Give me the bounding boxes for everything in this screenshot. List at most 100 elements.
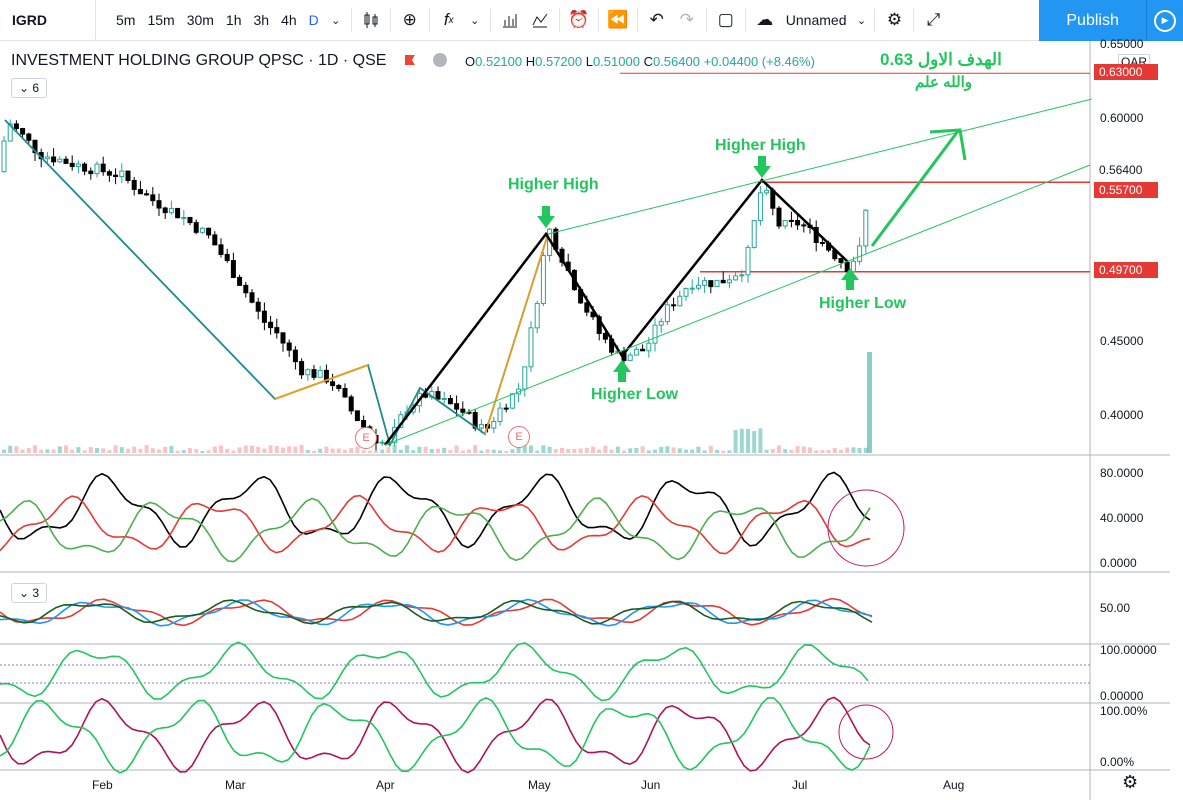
alarm-icon[interactable]: ⏰ <box>568 10 590 29</box>
interval-1h[interactable]: 1h <box>225 12 242 28</box>
candle-body <box>646 342 652 352</box>
volume-bar <box>671 447 676 453</box>
rewind-icon[interactable]: ⏪ <box>607 10 629 29</box>
volume-bar <box>839 449 843 453</box>
chevron-down-icon[interactable]: ⌄ <box>856 14 867 27</box>
interval-30m[interactable]: 30m <box>186 12 214 28</box>
candle-body <box>323 369 329 383</box>
candle-body <box>342 387 348 398</box>
cloud-icon[interactable]: ☁ <box>756 10 774 29</box>
volume-bar <box>194 449 199 453</box>
osc1-axis-label: 80.0000 <box>1100 466 1144 480</box>
volume-bar <box>820 450 825 453</box>
volume-bar <box>330 448 335 453</box>
earnings-badge[interactable]: E <box>508 426 530 448</box>
candle-body <box>540 255 546 304</box>
candle-body <box>658 321 664 326</box>
volume-bar <box>200 450 205 453</box>
volume-bar <box>45 449 50 453</box>
osc1-axis-label: 40.0000 <box>1100 511 1144 525</box>
candle-body <box>689 287 695 290</box>
volume-bar <box>510 449 515 453</box>
indicators-toggle-2[interactable]: ⌄ 3 <box>11 583 47 603</box>
chevron-down-icon[interactable]: ⌄ <box>331 14 341 27</box>
volume-bar <box>411 450 416 453</box>
volume-bar <box>132 446 137 453</box>
volume-bar <box>560 447 564 453</box>
volume-bar <box>181 450 186 453</box>
indicators-toggle[interactable]: ⌄ 6 <box>11 78 47 98</box>
candle-body <box>534 302 540 329</box>
interval-3h[interactable]: 3h <box>253 12 270 28</box>
layout-name[interactable]: Unnamed <box>785 12 847 28</box>
indicator-count: 6 <box>32 81 40 95</box>
volume-bar <box>442 447 447 453</box>
candle-body <box>361 420 367 428</box>
divider <box>489 8 491 32</box>
highlight-circle <box>838 704 894 760</box>
candle-body <box>268 321 274 329</box>
interval-15m[interactable]: 15m <box>147 12 175 28</box>
undo-icon[interactable]: ↶ <box>649 10 664 29</box>
candle-body <box>274 327 280 334</box>
symbol-search[interactable]: IGRD <box>0 0 96 40</box>
volume-bar <box>640 446 645 453</box>
trend-line <box>0 599 873 625</box>
candle-body <box>733 275 739 281</box>
volume-bar <box>206 450 211 453</box>
candles-icon[interactable] <box>356 0 386 40</box>
redo-icon[interactable]: ↷ <box>679 10 694 29</box>
candle-body <box>106 171 112 176</box>
candle-body <box>131 179 137 190</box>
candle-body <box>348 396 354 412</box>
volume-bar <box>516 445 521 453</box>
open-value: 0.52100 <box>475 54 523 69</box>
volume-bar <box>721 450 726 453</box>
volume-bar <box>578 448 583 453</box>
gear-icon[interactable]: ⚙ <box>886 10 903 29</box>
volume-bar <box>857 447 862 453</box>
interval-4h[interactable]: 4h <box>281 12 297 28</box>
volume-bar <box>467 449 471 453</box>
volume-bar <box>262 448 267 453</box>
volume-bar <box>653 449 657 453</box>
month-label: Feb <box>92 778 113 792</box>
candle-body <box>683 287 689 297</box>
projection-arrow-head <box>929 128 967 161</box>
volume-bar <box>609 449 614 453</box>
volume-bar <box>305 449 310 453</box>
interval-5m[interactable]: 5m <box>116 12 136 28</box>
volume-bar <box>547 446 552 453</box>
candle-body <box>82 163 88 172</box>
plus-circle-icon[interactable]: ⊕ <box>402 10 417 29</box>
candle-body <box>237 276 243 286</box>
osc3-axis-label: 100.00000 <box>1100 643 1157 657</box>
candle-body <box>199 227 205 233</box>
volume-bar <box>566 448 571 453</box>
volume-bar <box>107 450 112 453</box>
minus-icon[interactable] <box>433 53 448 67</box>
volume-bar <box>119 447 124 453</box>
candle-body <box>26 133 32 141</box>
gear-icon[interactable]: ⚙ <box>1122 772 1139 792</box>
month-label: Jun <box>641 778 661 792</box>
square-icon[interactable]: ▢ <box>717 10 734 29</box>
zigzag-segment <box>274 364 369 400</box>
volume-bar <box>349 447 354 453</box>
bar-chart-icon[interactable] <box>495 0 525 40</box>
candle-body <box>261 310 267 323</box>
divider <box>874 8 876 32</box>
play-icon[interactable]: ▶ <box>1146 0 1183 41</box>
indicator-icon[interactable] <box>525 0 555 40</box>
earnings-badge[interactable]: E <box>355 427 377 449</box>
volume-bar <box>293 446 298 453</box>
publish-button[interactable]: Publish ▶ <box>1039 0 1183 41</box>
chevron-down-icon[interactable]: ⌄ <box>470 14 480 27</box>
interval-d[interactable]: D <box>308 12 319 28</box>
fullscreen-icon[interactable]: ⤢ <box>926 10 941 29</box>
candle-body <box>181 216 187 219</box>
up-arrow-icon <box>841 268 859 280</box>
volume-bar <box>851 447 856 453</box>
